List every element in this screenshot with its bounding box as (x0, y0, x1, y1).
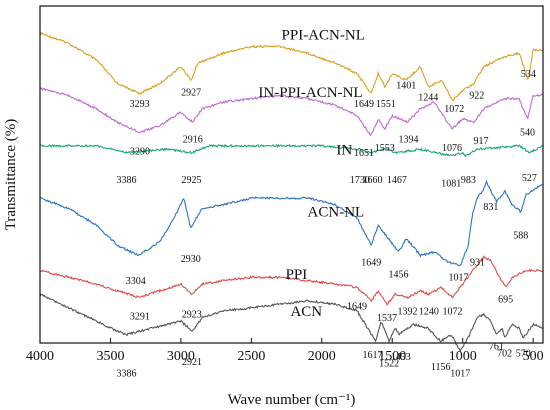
series-label: ACN (290, 304, 322, 320)
peak-label: 2921 (182, 357, 202, 368)
x-tick-label: 3000 (167, 349, 195, 364)
peak-label: 2930 (181, 254, 201, 265)
peak-label: 1017 (448, 273, 468, 284)
peak-label: 922 (469, 91, 484, 102)
y-axis-title: Transmittance (%) (3, 119, 19, 231)
series-labels: PPI-ACN-NL IN-PPI-ACN-NL IN ACN-NL PPI ACN (258, 28, 364, 320)
peak-label: 1072 (444, 104, 464, 115)
peak-label: 2925 (181, 175, 201, 186)
peak-label: 1553 (375, 143, 395, 154)
peak-label: 1660 (363, 175, 383, 186)
peak-label: 1244 (418, 92, 438, 103)
series-line-ppi (39, 255, 544, 306)
x-axis-ticks: 4000 3500 3000 2500 2000 1500 1000 500 (26, 338, 544, 364)
peak-label: 1617 (363, 350, 383, 361)
x-tick-label: 4000 (26, 349, 54, 364)
x-tick-label: 500 (523, 349, 544, 364)
series-label: PPI-ACN-NL (282, 28, 365, 44)
spectra-curves (39, 31, 544, 353)
series-line-ppi-acn-nl (39, 31, 544, 101)
peak-label: 3304 (126, 276, 146, 287)
peak-label: 1156 (431, 362, 451, 373)
peak-label: 1522 (379, 359, 399, 370)
peak-label: 1017 (450, 369, 470, 380)
series-line-acn (39, 293, 544, 353)
x-tick-label: 3500 (96, 349, 124, 364)
peak-label: 1649 (361, 257, 381, 268)
series-label: IN-PPI-ACN-NL (258, 85, 362, 101)
x-tick-label: 2000 (308, 349, 336, 364)
peak-label: 1456 (388, 269, 408, 280)
peak-label: 1081 (441, 178, 461, 189)
peak-label: 2916 (183, 134, 203, 145)
peak-label: 2927 (181, 87, 201, 98)
peak-label: 931 (470, 257, 485, 268)
x-axis-title: Wave number (cm⁻¹) (228, 392, 356, 408)
peak-label: 3290 (130, 146, 150, 157)
series-line-in-ppi-acn-nl (39, 87, 544, 137)
peak-label: 3386 (117, 369, 137, 380)
peak-label: 570 (516, 348, 531, 359)
peak-label: 3386 (117, 175, 137, 186)
peak-label: 983 (461, 175, 476, 186)
peak-label: 3293 (130, 99, 150, 110)
peak-label: 527 (522, 173, 537, 184)
peak-label: 1392 (397, 306, 417, 317)
peak-label: 1537 (377, 313, 397, 324)
peak-label: 831 (483, 202, 498, 213)
peak-label: 1240 (419, 306, 439, 317)
peak-label: 2923 (182, 310, 202, 321)
peak-label: 540 (520, 128, 535, 139)
peak-label: 1730 (350, 175, 370, 186)
series-label: ACN-NL (308, 205, 365, 221)
peak-label: 695 (498, 295, 513, 306)
series-label: PPI (286, 267, 308, 283)
peak-label: 3291 (130, 311, 150, 322)
peak-label: 1401 (396, 81, 416, 92)
peak-label: 1453 (391, 352, 411, 363)
peak-label: 702 (497, 348, 512, 359)
peak-label: 1649 (347, 301, 367, 312)
peak-label: 1467 (387, 175, 407, 186)
peak-label: 1551 (376, 99, 396, 110)
x-tick-label: 2500 (237, 349, 265, 364)
peak-label: 588 (513, 231, 528, 242)
x-tick-label: 1500 (378, 349, 406, 364)
x-tick-label: 1000 (449, 349, 477, 364)
series-label: IN (336, 142, 352, 158)
peak-label: 1651 (354, 148, 374, 159)
series-line-in (40, 143, 544, 158)
plot-frame (39, 5, 544, 344)
peak-label: 761 (489, 342, 504, 353)
peak-label: 534 (521, 69, 536, 80)
peak-label: 917 (474, 136, 489, 147)
peak-label: 1394 (398, 134, 418, 145)
peak-label: 1076 (442, 143, 462, 154)
series-line-acn-nl (39, 179, 544, 267)
peak-label: 1072 (443, 306, 463, 317)
peak-label: 1649 (354, 99, 374, 110)
